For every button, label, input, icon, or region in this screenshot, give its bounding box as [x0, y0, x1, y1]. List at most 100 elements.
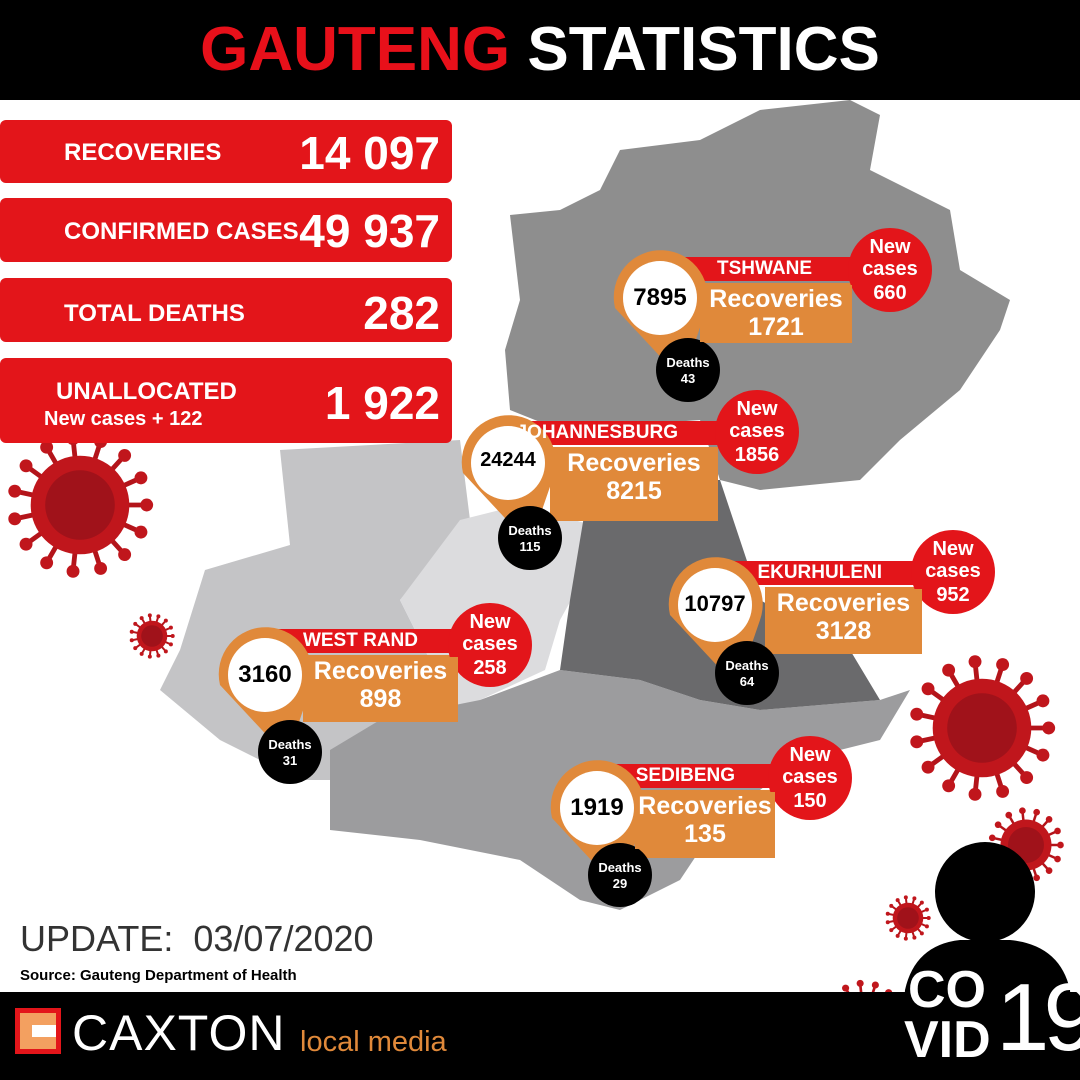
virus-tip: [1054, 855, 1061, 863]
virus-tip: [19, 537, 33, 551]
virus-tip: [994, 821, 1002, 829]
stat-label: RECOVERIES: [64, 139, 222, 166]
stat-label: UNALLOCATED: [56, 378, 237, 405]
virus-core: [947, 693, 1017, 763]
virus-tip: [885, 920, 890, 925]
stat-box: RECOVERIES 14 097: [0, 120, 452, 183]
virus-tip: [139, 616, 144, 621]
virus-tip: [910, 735, 924, 749]
virus-tip: [163, 618, 168, 623]
virus-tip: [1005, 811, 1013, 819]
virus-tip: [168, 625, 173, 630]
virus-tip: [8, 484, 22, 498]
region-cases: 3160: [238, 661, 292, 688]
deaths-circle: [498, 506, 562, 570]
virus-core: [45, 470, 115, 540]
virus-tip: [66, 564, 80, 578]
virus-tip: [968, 655, 982, 669]
virus-tip: [885, 911, 890, 916]
virus-tip: [842, 984, 850, 992]
recoveries-label: Recoveries: [635, 792, 775, 821]
region-cases: 10797: [684, 591, 746, 616]
recoveries-value: 898: [303, 685, 458, 714]
stat-value: 49 937: [299, 205, 440, 257]
new-cases-label: New cases: [862, 236, 918, 280]
virus-tip: [912, 935, 917, 940]
new-cases-value: 952: [936, 584, 970, 606]
virus-core: [897, 907, 919, 929]
virus-tip: [156, 614, 161, 619]
new-cases-circle: [715, 390, 799, 474]
virus-tip: [926, 916, 931, 920]
virus-tip: [1045, 816, 1053, 823]
brand-sub: local media: [300, 1026, 447, 1058]
new-cases-circle: [911, 530, 995, 614]
virus-tip: [921, 682, 935, 696]
recoveries-value: 8215: [550, 477, 718, 506]
virus-tip: [871, 981, 879, 989]
recoveries-label: Recoveries: [765, 589, 922, 618]
pin-inner: [560, 771, 634, 845]
brand: CAXTON: [72, 1005, 286, 1061]
virus-tip: [1045, 867, 1053, 874]
new-cases-circle: [448, 603, 532, 687]
region-name: EKURHULENI: [757, 562, 882, 583]
virus-tip: [94, 561, 108, 575]
virus-tip: [129, 629, 134, 634]
virus-core: [141, 625, 163, 647]
new-cases-label: New cases: [729, 398, 785, 442]
recoveries-label: Recoveries: [700, 285, 852, 314]
virus-tip: [129, 638, 134, 643]
stat-label: CONFIRMED CASES: [64, 218, 299, 245]
deaths-value: 29: [612, 876, 628, 891]
deaths-label: Deaths: [508, 523, 552, 538]
new-cases-value: 1856: [734, 444, 780, 466]
virus-tip: [19, 459, 33, 473]
title-white: STATISTICS: [527, 15, 880, 84]
virus-tip: [1036, 748, 1050, 762]
deaths-label: Deaths: [598, 860, 642, 875]
virus-tip: [147, 613, 152, 618]
new-cases-value: 150: [793, 790, 827, 812]
virus-tip: [996, 784, 1010, 798]
region-name: JOHANNESBURG: [516, 422, 678, 443]
deaths-value: 64: [739, 674, 755, 689]
new-cases-circle: [848, 228, 932, 312]
person-silhouette: [900, 940, 1075, 1080]
virus-tip: [1057, 841, 1064, 849]
virus-tip: [968, 787, 982, 801]
stat-value: 1 922: [324, 377, 440, 429]
pin-inner: [228, 638, 302, 712]
virus-tip: [889, 903, 894, 908]
source: Source: Gauteng Department of Health: [20, 967, 297, 984]
region-name: WEST RAND: [302, 630, 418, 651]
new-cases-label: New cases: [925, 538, 981, 582]
deaths-label: Deaths: [268, 737, 312, 752]
stat-value: 282: [363, 287, 440, 339]
stat-sub: New cases + 122: [44, 408, 203, 430]
deaths-circle: [258, 720, 322, 784]
virus-tip: [942, 779, 956, 793]
virus-tip: [1020, 771, 1034, 785]
new-cases-value: 660: [873, 282, 907, 304]
recoveries-value: 3128: [765, 617, 922, 646]
stat-value: 14 097: [299, 127, 440, 179]
region-name: SEDIBENG: [635, 765, 735, 786]
virus-tip: [910, 707, 924, 721]
virus-tip: [889, 928, 894, 933]
virus-tip: [924, 924, 929, 929]
covid-bottom: VID: [904, 1011, 991, 1069]
virus-tip: [1054, 827, 1061, 835]
deaths-label: Deaths: [725, 658, 769, 673]
virus-tip: [134, 471, 148, 485]
virus-tip: [912, 896, 917, 901]
new-cases-value: 258: [473, 657, 507, 679]
virus-tip: [996, 658, 1010, 672]
deaths-value: 31: [282, 753, 298, 768]
pin-inner: [678, 568, 752, 642]
virus-tip: [40, 556, 54, 570]
title-red: GAUTENG: [200, 15, 511, 84]
virus-tip: [147, 654, 152, 659]
virus-tip: [919, 900, 924, 905]
virus-tip: [1033, 808, 1040, 816]
